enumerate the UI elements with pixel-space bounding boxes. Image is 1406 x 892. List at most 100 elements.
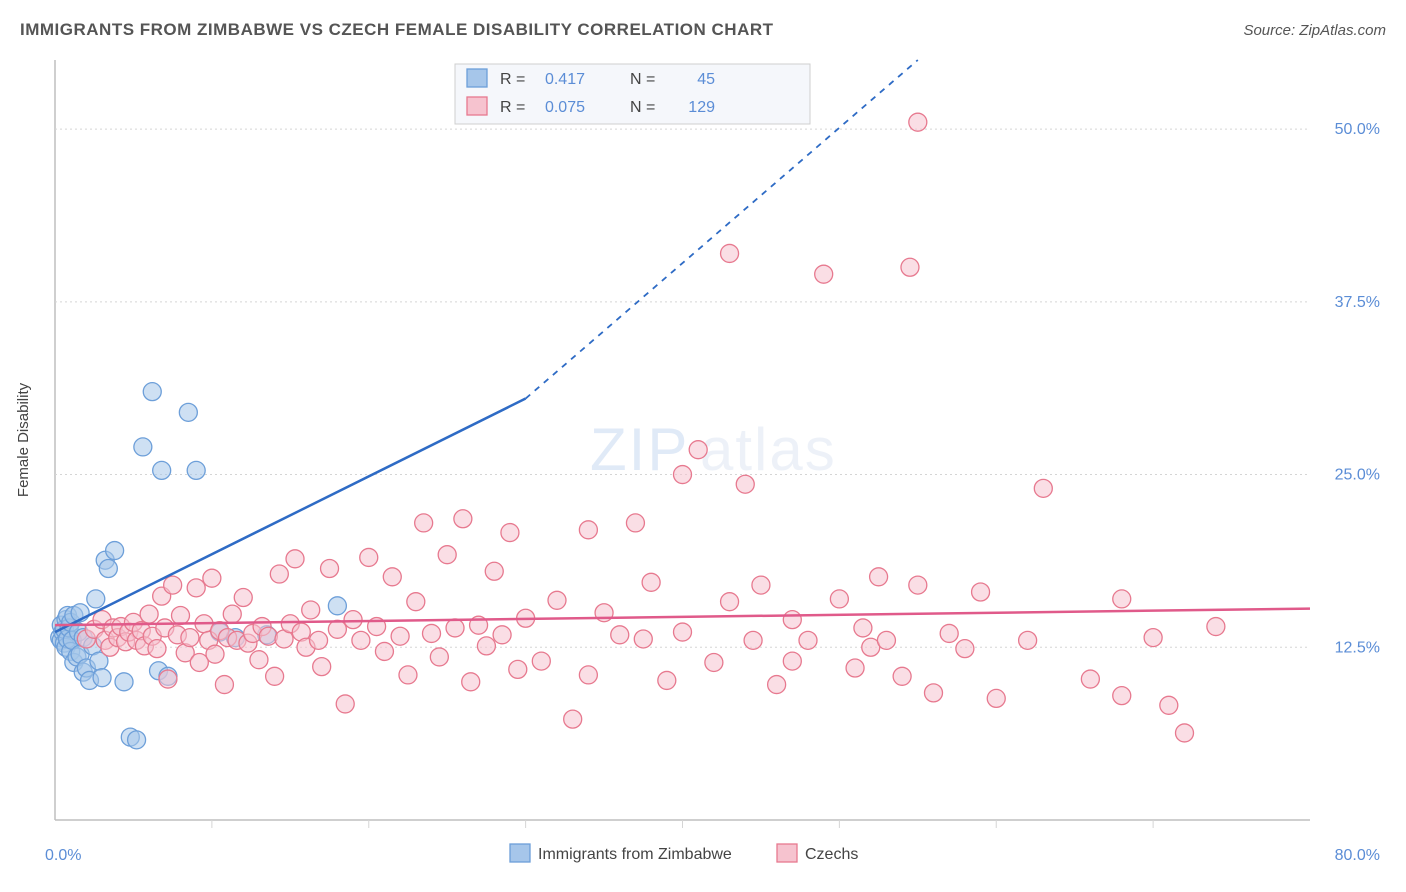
data-point	[1113, 687, 1131, 705]
data-point	[477, 637, 495, 655]
watermark: ZIPatlas	[590, 416, 837, 483]
data-point	[352, 631, 370, 649]
data-point	[493, 626, 511, 644]
data-point	[128, 731, 146, 749]
data-point	[940, 624, 958, 642]
data-point	[93, 669, 111, 687]
data-point	[87, 590, 105, 608]
data-point	[187, 461, 205, 479]
data-point	[815, 265, 833, 283]
data-point	[579, 666, 597, 684]
data-point	[548, 591, 566, 609]
data-point	[736, 475, 754, 493]
scatter-chart: IMMIGRANTS FROM ZIMBABWE VS CZECH FEMALE…	[0, 0, 1406, 892]
legend-n-label: N =	[630, 71, 655, 88]
x-max-label: 80.0%	[1335, 847, 1380, 864]
data-point	[140, 605, 158, 623]
data-point	[783, 611, 801, 629]
data-point	[705, 653, 723, 671]
data-point	[634, 630, 652, 648]
bottom-legend-label: Immigrants from Zimbabwe	[538, 846, 732, 863]
x-min-label: 0.0%	[45, 847, 81, 864]
data-point	[846, 659, 864, 677]
data-point	[909, 576, 927, 594]
data-point	[153, 461, 171, 479]
y-tick-label: 25.0%	[1335, 467, 1380, 484]
data-point	[391, 627, 409, 645]
bottom-legend-swatch	[777, 844, 797, 862]
data-point	[642, 573, 660, 591]
data-point	[532, 652, 550, 670]
legend-r-value: 0.417	[545, 71, 585, 88]
data-point	[579, 521, 597, 539]
legend-r-label: R =	[500, 71, 525, 88]
y-tick-label: 50.0%	[1335, 121, 1380, 138]
data-point	[972, 583, 990, 601]
data-point	[148, 640, 166, 658]
data-point	[564, 710, 582, 728]
data-point	[328, 597, 346, 615]
data-point	[223, 605, 241, 623]
data-point	[485, 562, 503, 580]
bottom-legend-label: Czechs	[805, 846, 858, 863]
data-point	[611, 626, 629, 644]
data-point	[134, 438, 152, 456]
data-point	[302, 601, 320, 619]
data-point	[270, 565, 288, 583]
data-point	[310, 631, 328, 649]
data-point	[375, 642, 393, 660]
data-point	[266, 667, 284, 685]
data-point	[430, 648, 448, 666]
data-point	[783, 652, 801, 670]
data-point	[1144, 629, 1162, 647]
data-point	[1081, 670, 1099, 688]
legend-r-value: 0.075	[545, 99, 585, 116]
data-point	[321, 560, 339, 578]
data-point	[830, 590, 848, 608]
legend-swatch	[467, 97, 487, 115]
series-points-0	[51, 383, 347, 749]
data-point	[1207, 618, 1225, 636]
data-point	[744, 631, 762, 649]
data-point	[99, 560, 117, 578]
legend-n-value: 129	[688, 99, 715, 116]
svg-text:atlas: atlas	[700, 416, 837, 483]
data-point	[383, 568, 401, 586]
data-point	[423, 624, 441, 642]
data-point	[187, 579, 205, 597]
data-point	[1113, 590, 1131, 608]
data-point	[501, 524, 519, 542]
data-point	[328, 620, 346, 638]
data-point	[1034, 479, 1052, 497]
data-point	[509, 660, 527, 678]
legend-n-value: 45	[697, 71, 715, 88]
data-point	[462, 673, 480, 691]
data-point	[336, 695, 354, 713]
data-point	[286, 550, 304, 568]
data-point	[674, 466, 692, 484]
data-point	[313, 658, 331, 676]
data-point	[626, 514, 644, 532]
data-point	[164, 576, 182, 594]
data-point	[172, 606, 190, 624]
source-label: Source: ZipAtlas.com	[1243, 22, 1386, 39]
data-point	[203, 569, 221, 587]
data-point	[446, 619, 464, 637]
legend-n-label: N =	[630, 99, 655, 116]
data-point	[658, 671, 676, 689]
data-point	[344, 611, 362, 629]
chart-title: IMMIGRANTS FROM ZIMBABWE VS CZECH FEMALE…	[20, 20, 774, 39]
data-point	[925, 684, 943, 702]
data-point	[415, 514, 433, 532]
data-point	[234, 589, 252, 607]
data-point	[752, 576, 770, 594]
data-point	[407, 593, 425, 611]
data-point	[721, 593, 739, 611]
y-tick-label: 12.5%	[1335, 639, 1380, 656]
data-point	[1019, 631, 1037, 649]
data-point	[956, 640, 974, 658]
data-point	[215, 676, 233, 694]
data-point	[901, 258, 919, 276]
chart-container: IMMIGRANTS FROM ZIMBABWE VS CZECH FEMALE…	[0, 0, 1406, 892]
data-point	[987, 689, 1005, 707]
